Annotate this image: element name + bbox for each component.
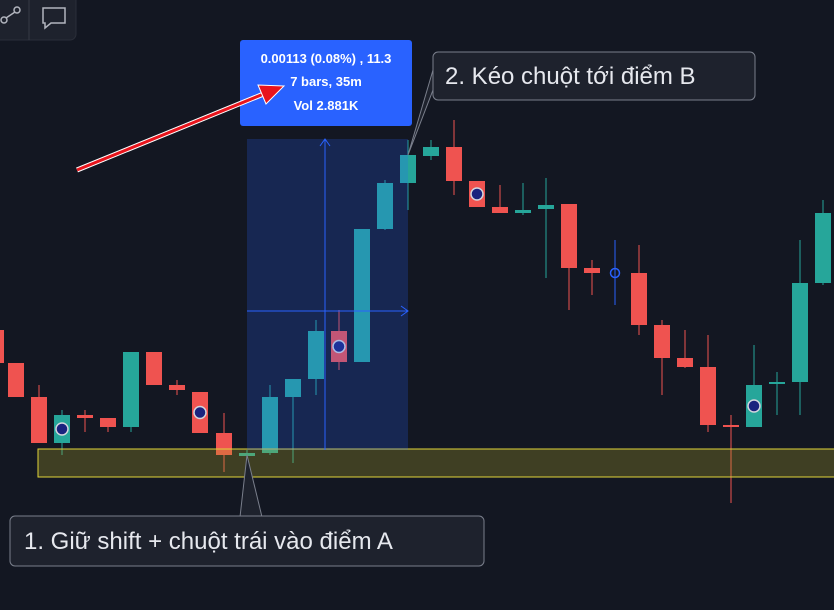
tooltip-volume: Vol 2.881K bbox=[294, 98, 359, 113]
candle-body bbox=[100, 418, 116, 427]
candle-body bbox=[77, 415, 93, 418]
candle-body bbox=[146, 352, 162, 385]
event-marker bbox=[332, 339, 346, 354]
candle-body bbox=[239, 453, 255, 456]
candle-body bbox=[377, 183, 393, 229]
candle-body bbox=[492, 207, 508, 213]
candle-body bbox=[677, 358, 693, 367]
candle-body bbox=[169, 385, 185, 390]
measure-range bbox=[247, 139, 408, 450]
candle-body bbox=[400, 155, 416, 183]
candle-body bbox=[31, 397, 47, 443]
arrow-head bbox=[257, 84, 286, 105]
measure-arrow-right bbox=[400, 305, 409, 317]
candle-body bbox=[631, 273, 647, 325]
arrow bbox=[76, 91, 267, 172]
candle-body bbox=[262, 397, 278, 453]
candle-body bbox=[538, 205, 554, 209]
tooltip-change: 0.00113 (0.08%) , 11.3 bbox=[261, 51, 392, 66]
candle-body bbox=[515, 210, 531, 213]
callout-a bbox=[9, 515, 485, 567]
candle-body bbox=[8, 363, 24, 397]
toolbar bbox=[0, 0, 77, 41]
measure-arrow-up bbox=[319, 138, 331, 147]
toolbar-icon-comment[interactable] bbox=[42, 7, 66, 30]
zone-rectangle bbox=[37, 448, 834, 478]
candle-body bbox=[654, 325, 670, 358]
candle-body bbox=[792, 283, 808, 382]
callout-a-text: 1. Giữ shift + chuột trái vào điểm A bbox=[24, 528, 393, 555]
candle-body bbox=[723, 425, 739, 427]
candle-body bbox=[0, 330, 4, 363]
event-marker bbox=[470, 187, 484, 201]
candle-body bbox=[584, 268, 600, 273]
event-marker bbox=[55, 422, 69, 436]
measure-tooltip bbox=[240, 40, 412, 126]
event-marker bbox=[609, 267, 621, 279]
candle-body bbox=[354, 229, 370, 362]
candle-body bbox=[561, 204, 577, 268]
toolbar-icon-path[interactable] bbox=[0, 6, 21, 24]
candle-body bbox=[815, 213, 831, 283]
candle-body bbox=[285, 379, 301, 397]
candle-body bbox=[423, 147, 439, 156]
event-marker bbox=[747, 399, 761, 413]
candle-body bbox=[446, 147, 462, 181]
candle-body bbox=[700, 367, 716, 425]
candle-body bbox=[769, 382, 785, 384]
callout-b-text: 2. Kéo chuột tới điểm B bbox=[445, 63, 696, 90]
candle-body bbox=[308, 331, 324, 379]
tooltip-bars: 7 bars, 35m bbox=[290, 74, 362, 89]
candles bbox=[0, 120, 831, 503]
event-marker bbox=[193, 405, 207, 420]
callout-b bbox=[432, 51, 756, 101]
candle-body bbox=[123, 352, 139, 427]
